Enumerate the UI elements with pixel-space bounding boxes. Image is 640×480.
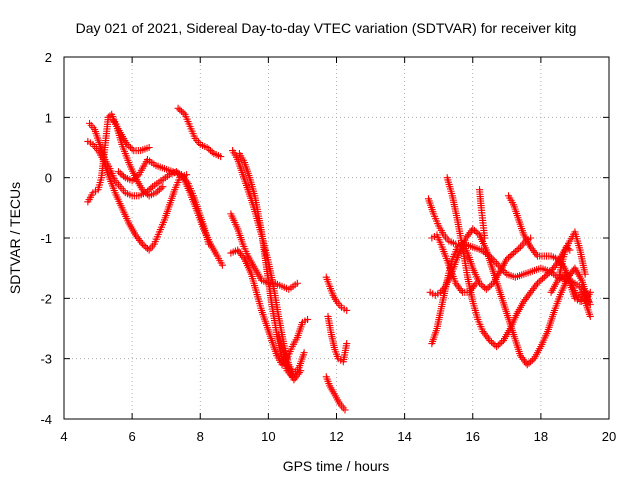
data-points [84,104,594,414]
data-point [343,340,351,348]
x-axis-label: GPS time / hours [283,458,390,474]
chart-title: Day 021 of 2021, Sidereal Day-to-day VTE… [76,20,577,36]
data-point [297,367,305,375]
y-tick-label: -4 [40,412,52,427]
y-tick-label: -2 [40,291,52,306]
data-point [205,240,213,248]
x-tick-label: 6 [129,429,136,444]
y-tick-label: 0 [45,171,52,186]
data-point [300,349,308,357]
y-tick-label: -1 [40,231,52,246]
data-point [472,279,480,287]
data-point [481,234,489,242]
data-point [145,143,153,152]
data-point [303,315,312,323]
x-tick-label: 20 [602,429,616,444]
data-point [566,246,574,254]
x-tick-label: 4 [60,429,67,444]
data-point [217,153,225,161]
data-point [527,234,535,242]
y-tick-label: 2 [45,50,52,65]
data-point [341,406,349,414]
x-tick-label: 8 [197,429,204,444]
x-tick-label: 18 [534,429,548,444]
data-point [586,288,594,296]
data-point [586,312,594,320]
data-point [159,183,167,191]
data-point [581,270,589,278]
data-point [343,306,351,314]
data-point [218,261,226,269]
y-tick-label: 1 [45,110,52,125]
y-tick-label: -3 [40,352,52,367]
x-tick-label: 10 [261,429,275,444]
y-axis-label: SDTVAR / TECUs [7,182,23,294]
x-tick-label: 12 [329,429,343,444]
x-tick-label: 16 [466,429,480,444]
x-tick-label: 14 [397,429,411,444]
data-point [293,279,301,287]
